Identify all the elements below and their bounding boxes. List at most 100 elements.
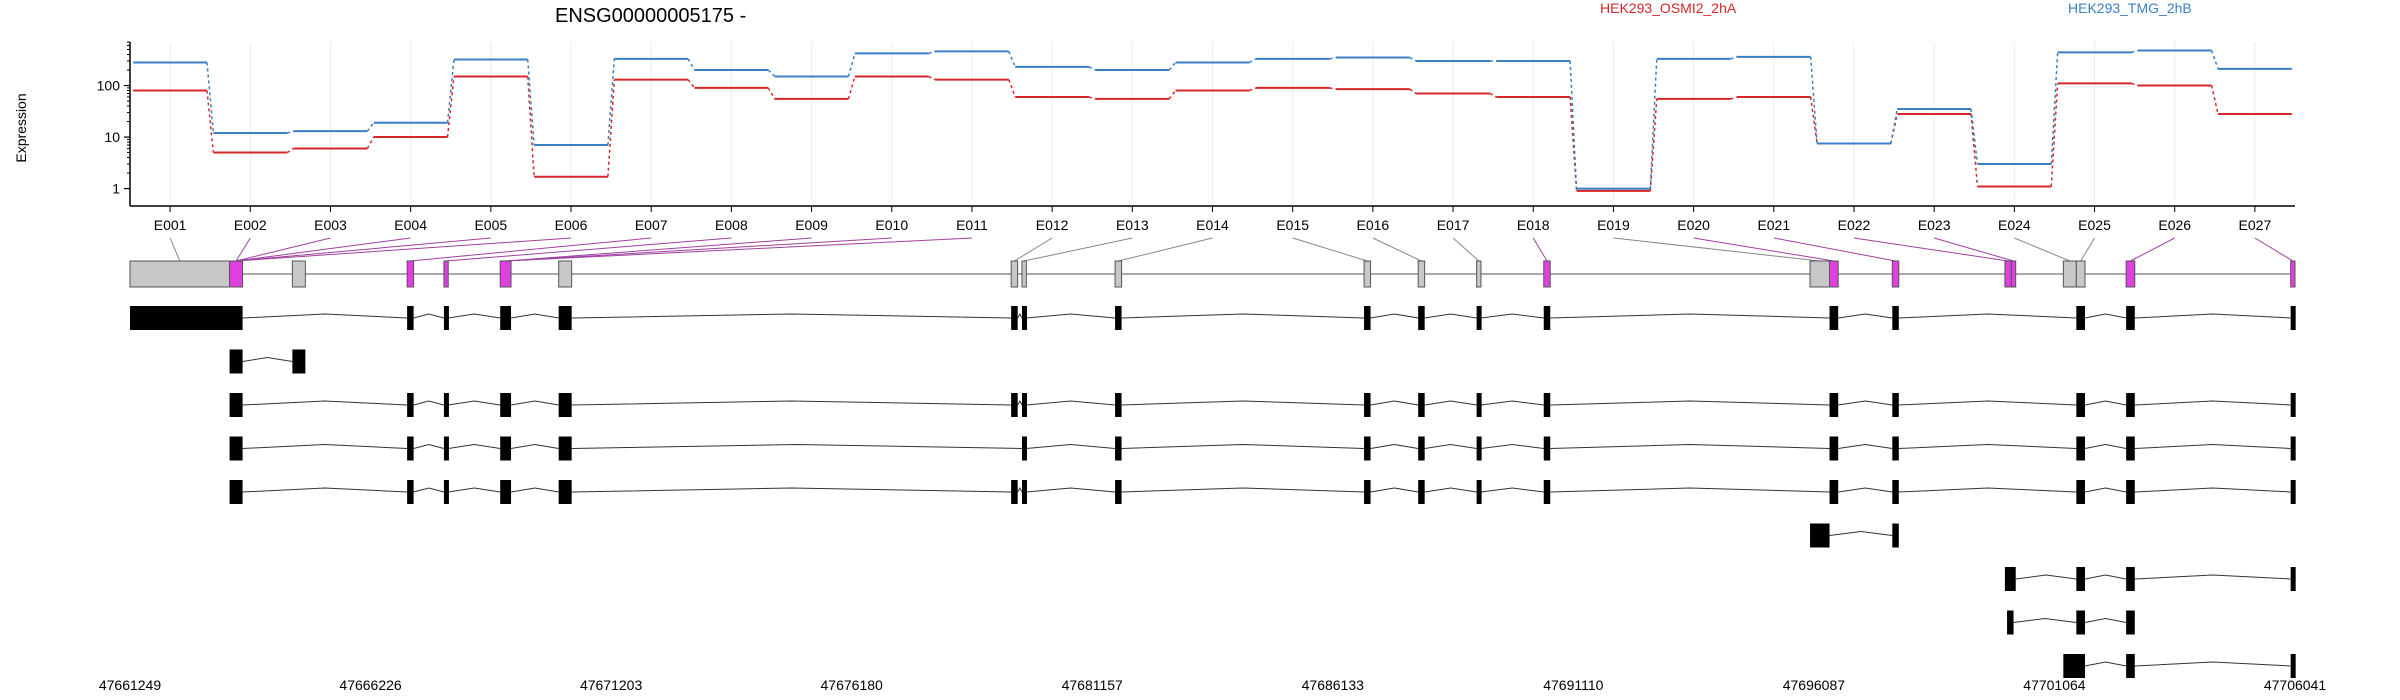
transcript-3-intron — [2134, 400, 2291, 406]
series-0-connector-E025 — [2131, 82, 2139, 87]
transcript-1-intron — [1424, 313, 1477, 319]
series-1-connector-E013 — [1168, 62, 1177, 71]
transcript-1-exon — [558, 306, 572, 330]
transcript-3-exon — [1021, 393, 1027, 417]
transcript-4-intron — [1121, 443, 1365, 449]
series-1-connector-E018 — [1569, 60, 1578, 189]
transcript-1-intron — [2084, 313, 2127, 319]
transcript-1-exon — [1418, 306, 1425, 330]
series-0-connector-E019 — [1649, 98, 1658, 191]
transcript-5-exon — [2076, 480, 2085, 504]
transcript-5-intron — [448, 487, 501, 493]
transcript-4-intron — [510, 443, 559, 449]
series-1-connector-E025 — [2131, 49, 2139, 54]
transcript-2-exon — [292, 349, 306, 374]
series-0-connector-E026 — [2210, 85, 2219, 115]
label-link-E005 — [236, 237, 491, 262]
y-tick-label-1: 1 — [112, 181, 120, 197]
genomic-tick-label: 47661249 — [99, 677, 162, 693]
genomic-tick-label: 47686133 — [1302, 677, 1365, 693]
transcript-1-intron — [1017, 312, 1023, 319]
transcript-1-intron — [1898, 313, 2077, 319]
transcript-3-intron — [2084, 400, 2127, 406]
exon-label-E018: E018 — [1517, 217, 1550, 233]
transcript-4-exon — [1418, 436, 1425, 461]
transcript-4-intron — [1550, 443, 1830, 449]
transcript-4-intron — [571, 443, 1022, 449]
transcript-3-exon — [1115, 393, 1122, 417]
series-1-connector-E005 — [526, 59, 535, 146]
transcript-8-exon — [2076, 610, 2085, 635]
transcript-3-exon — [407, 393, 414, 417]
transcript-1-exon — [1892, 306, 1899, 330]
gene-exon-8 — [1010, 260, 1019, 288]
transcript-1-exon — [1115, 306, 1122, 330]
transcript-1-exon — [1364, 306, 1371, 330]
gene-exon-13 — [1476, 260, 1482, 288]
transcript-5-intron — [571, 487, 1012, 493]
transcript-4-intron — [242, 443, 408, 449]
transcript-4-exon — [500, 436, 512, 461]
transcript-1-intron — [242, 313, 408, 319]
series-0-connector-E006 — [607, 79, 616, 177]
series-1-connector-E021 — [1809, 56, 1818, 144]
transcript-3-intron — [448, 400, 501, 406]
transcript-4-exon — [2290, 436, 2296, 461]
exon-label-E019: E019 — [1597, 217, 1630, 233]
transcript-3-exon — [229, 393, 243, 417]
exon-labels: E001 E002 E003 E004 E005 E006 E007 E008 E009 E010… — [154, 217, 2272, 233]
series-1-connector-E019 — [1649, 58, 1658, 189]
transcript-3-exon — [2076, 393, 2085, 417]
label-link-E013 — [1024, 237, 1133, 262]
transcript-5-exon — [2126, 480, 2135, 504]
exon-label-E021: E021 — [1757, 217, 1790, 233]
transcript-5-intron — [510, 487, 559, 493]
exon-label-E002: E002 — [234, 217, 267, 233]
series-1-connector-E023 — [1970, 108, 1979, 165]
transcript-3-intron — [1480, 400, 1544, 406]
transcript-3-intron — [1424, 400, 1477, 406]
transcript-5-exon — [500, 480, 512, 504]
transcript-8-intron — [2084, 617, 2127, 623]
label-link-E024 — [2014, 237, 2071, 262]
transcript-7-exon — [2126, 567, 2135, 591]
exon-label-E023: E023 — [1918, 217, 1951, 233]
exon-label-E022: E022 — [1838, 217, 1871, 233]
transcript-5-intron — [1026, 487, 1116, 493]
transcript-5-intron — [1838, 487, 1893, 493]
label-link-E012 — [1014, 237, 1053, 262]
transcript-1-intron — [1838, 313, 1893, 319]
series-0-connector-E021 — [1809, 96, 1818, 144]
gene-exon-7 — [558, 260, 573, 288]
gene-exon-1 — [129, 260, 231, 288]
transcript-5-intron — [2084, 487, 2127, 493]
transcript-3-intron — [571, 400, 1012, 406]
transcript-1-exon — [1543, 306, 1551, 330]
label-link-E008 — [446, 237, 732, 262]
transcript-4-exon — [1543, 436, 1551, 461]
gene-exon-5 — [443, 260, 449, 288]
label-link-E007 — [410, 237, 652, 262]
transcript-4-exon — [229, 436, 243, 461]
transcript-5-intron — [2134, 487, 2291, 493]
series-1-connector-E022 — [1890, 108, 1899, 144]
gene-exon-18 — [2004, 260, 2012, 288]
transcript-8-intron — [2013, 617, 2077, 623]
transcript-3-intron — [1026, 400, 1116, 406]
exon-label-E027: E027 — [2239, 217, 2272, 233]
transcript-4-exon — [1829, 436, 1839, 461]
series-0-connector-E003 — [366, 136, 375, 149]
series-0-connector-E009 — [847, 76, 856, 100]
chart-title: ENSG00000005175 - — [555, 5, 746, 27]
legend-series-b: HEK293_TMG_2hB — [2068, 0, 2192, 16]
transcript-5-intron — [242, 487, 408, 493]
series-0-connector-E022 — [1890, 113, 1899, 144]
label-link-E015 — [1292, 237, 1368, 262]
exon-label-E025: E025 — [2078, 217, 2111, 233]
transcript-2-exon — [229, 349, 243, 374]
transcript-4-intron — [1838, 443, 1893, 449]
series-1-connector-E007 — [687, 58, 696, 71]
transcript-1-intron — [571, 313, 1012, 319]
transcript-7-intron — [2134, 574, 2291, 580]
gene-exon-12 — [1417, 260, 1426, 288]
